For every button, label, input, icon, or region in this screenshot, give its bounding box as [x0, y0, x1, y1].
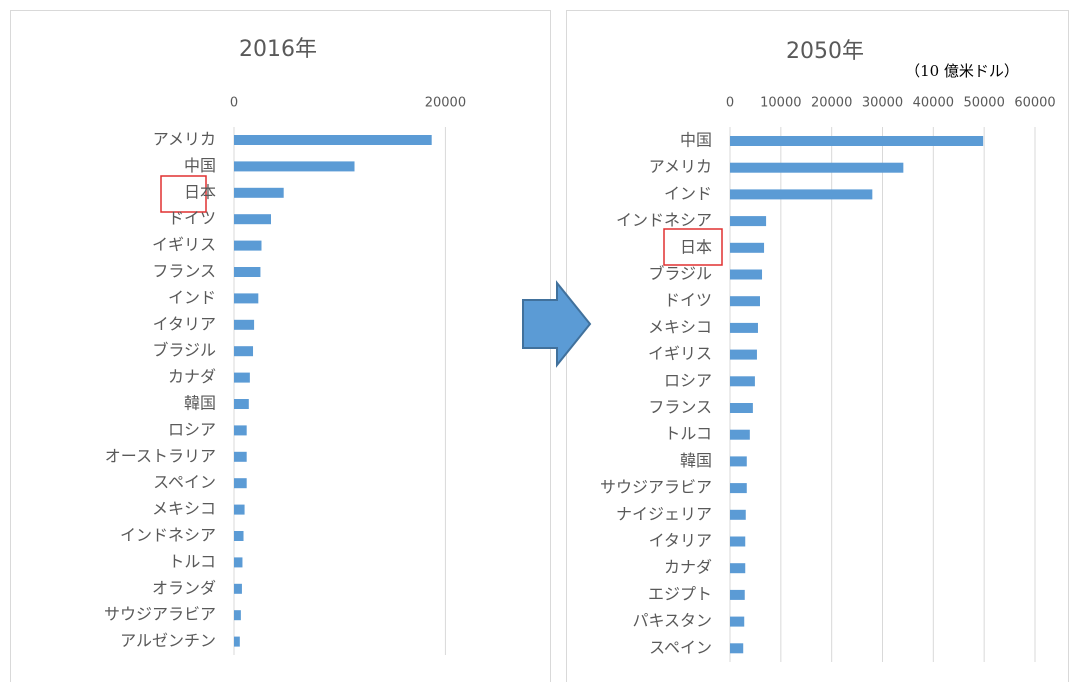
x-tick-label: 30000: [862, 96, 903, 111]
category-label: インドネシア: [616, 211, 712, 230]
category-label: インド: [168, 288, 216, 307]
bar: [730, 242, 765, 253]
category-label: ドイツ: [168, 209, 216, 228]
bar: [730, 296, 760, 307]
arrow: [522, 280, 592, 368]
bar: [730, 403, 753, 413]
bar: [730, 616, 745, 627]
category-label: イタリア: [153, 314, 216, 333]
category-label: アルゼンチン: [120, 631, 216, 650]
bar: [730, 456, 747, 467]
bar: [234, 610, 241, 621]
bar: [234, 187, 284, 198]
category-label: インド: [664, 184, 712, 203]
highlight-box: [160, 175, 207, 213]
bar: [730, 322, 758, 333]
bar: [730, 429, 750, 440]
category-label: 中国: [184, 156, 216, 175]
category-label: 韓国: [680, 451, 712, 470]
bar: [730, 536, 746, 547]
panel-frame: [566, 10, 1069, 682]
category-label: メキシコ: [648, 317, 712, 336]
bar: [730, 269, 763, 280]
bar: [234, 478, 247, 489]
category-label: 韓国: [184, 394, 216, 413]
bar: [730, 216, 767, 227]
bar: [234, 557, 243, 568]
bar: [234, 267, 261, 277]
chart-title: 2016年: [239, 37, 317, 62]
bar: [730, 189, 873, 200]
bar: [234, 504, 245, 515]
category-label: ナイジェリア: [616, 504, 712, 523]
category-label: イタリア: [649, 531, 712, 550]
chart-title: 2050年: [786, 39, 864, 64]
category-label: オランダ: [152, 578, 216, 597]
category-label: フランス: [648, 398, 712, 417]
unit-annotation: （10 億米ドル）: [905, 62, 1019, 80]
bar: [234, 161, 355, 172]
category-label: ブラジル: [648, 264, 712, 283]
category-label: イギリス: [648, 344, 712, 363]
category-label: トルコ: [664, 424, 712, 443]
category-label: サウジアラビア: [600, 478, 712, 497]
bar: [234, 425, 247, 436]
category-label: ドイツ: [664, 291, 712, 310]
bar: [730, 563, 746, 574]
bar: [730, 589, 745, 600]
bar: [234, 214, 271, 225]
category-label: オーストラリア: [105, 446, 216, 465]
bar: [234, 372, 250, 383]
category-label: ロシア: [168, 420, 216, 439]
category-label: スペイン: [153, 473, 216, 492]
bar: [234, 135, 432, 145]
bar: [234, 531, 244, 541]
category-label: トルコ: [168, 552, 216, 571]
bar: [730, 136, 984, 146]
category-label: エジプト: [648, 584, 712, 603]
category-label: インドネシア: [120, 526, 216, 545]
bar: [730, 376, 755, 387]
x-tick-label: 50000: [963, 96, 1004, 111]
category-label: サウジアラビア: [104, 605, 216, 624]
bar: [234, 293, 259, 304]
bar: [730, 349, 757, 360]
bar: [234, 399, 249, 409]
category-label: 日本: [184, 182, 216, 201]
category-label: 日本: [680, 237, 712, 256]
bar: [730, 162, 904, 173]
category-label: アメリカ: [153, 130, 216, 149]
category-label: 中国: [680, 131, 712, 150]
highlight-box: [663, 228, 723, 266]
category-label: ロシア: [664, 371, 712, 390]
category-label: メキシコ: [152, 499, 216, 518]
category-label: スペイン: [649, 638, 712, 657]
x-tick-label: 0: [230, 96, 238, 111]
category-label: パキスタン: [632, 611, 712, 630]
x-tick-label: 0: [726, 96, 734, 111]
bar: [234, 451, 247, 462]
bar: [234, 240, 262, 251]
x-tick-label: 20000: [425, 96, 466, 111]
x-tick-label: 40000: [913, 96, 954, 111]
bar: [234, 636, 240, 647]
bar: [730, 643, 744, 654]
bar: [730, 483, 747, 494]
category-label: カナダ: [664, 558, 712, 577]
category-label: フランス: [152, 262, 216, 281]
panel-frame: [10, 10, 551, 682]
x-tick-label: 20000: [811, 96, 852, 111]
bar: [234, 319, 255, 330]
x-tick-label: 60000: [1014, 96, 1055, 111]
category-label: イギリス: [152, 235, 216, 254]
bar: [730, 509, 746, 520]
bar: [234, 583, 242, 594]
category-label: ブラジル: [152, 341, 216, 360]
category-label: カナダ: [168, 367, 216, 386]
category-label: アメリカ: [649, 157, 712, 176]
x-tick-label: 10000: [760, 96, 801, 111]
bar: [234, 346, 254, 357]
